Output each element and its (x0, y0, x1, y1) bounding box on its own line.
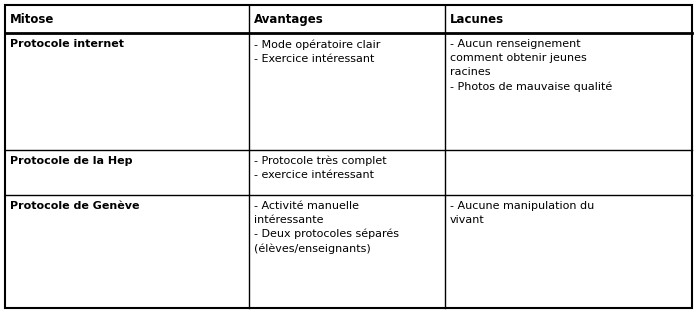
Text: - Activité manuelle
intéressante
- Deux protocoles séparés
(élèves/enseignants): - Activité manuelle intéressante - Deux … (254, 201, 399, 254)
Text: - Mode opératoire clair
- Exercice intéressant: - Mode opératoire clair - Exercice intér… (254, 39, 381, 64)
Text: - Aucun renseignement
comment obtenir jeunes
racines
- Photos de mauvaise qualit: - Aucun renseignement comment obtenir je… (450, 39, 612, 92)
Text: Lacunes: Lacunes (450, 13, 504, 26)
Text: Mitose: Mitose (10, 13, 54, 26)
Text: - Aucune manipulation du
vivant: - Aucune manipulation du vivant (450, 201, 594, 225)
Text: Avantages: Avantages (254, 13, 323, 26)
Text: Protocole de Genève: Protocole de Genève (10, 201, 139, 211)
Text: Protocole internet: Protocole internet (10, 39, 124, 49)
Text: Protocole de la Hep: Protocole de la Hep (10, 156, 132, 166)
Text: - Protocole très complet
- exercice intéressant: - Protocole très complet - exercice inté… (254, 156, 387, 180)
